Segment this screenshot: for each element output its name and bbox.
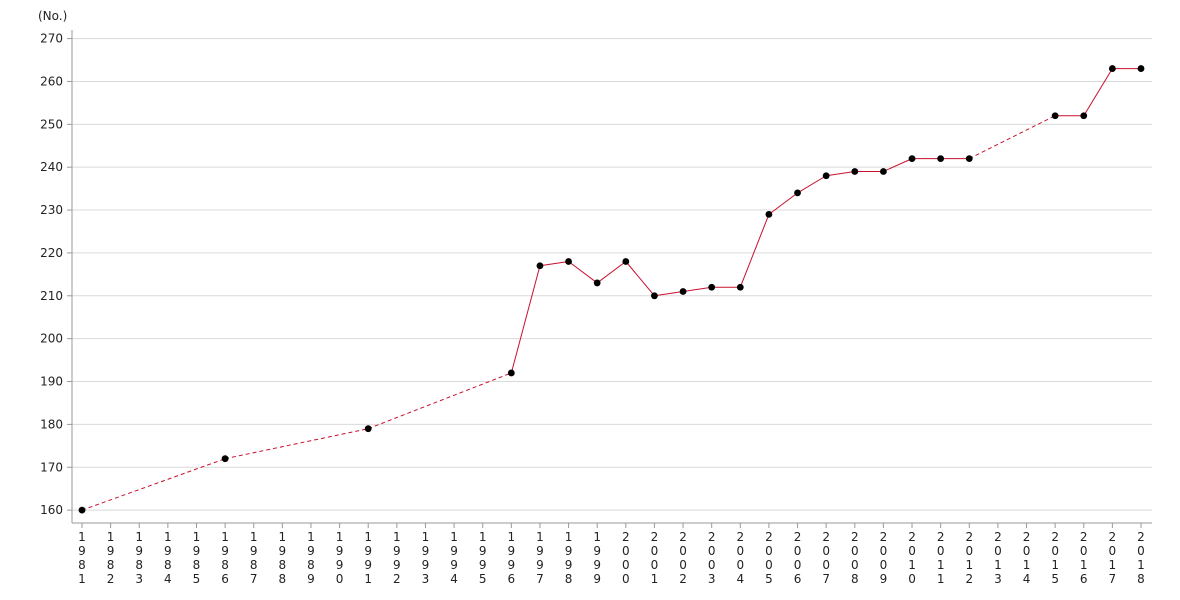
data-point-2004 [736, 283, 744, 291]
y-tick-label: 200 [40, 332, 63, 346]
line-segment [539, 261, 569, 267]
line-segment [625, 261, 655, 297]
data-point-1986 [221, 455, 229, 463]
data-point-1999 [593, 279, 601, 287]
line-segment [1083, 68, 1113, 116]
line-segment [510, 265, 541, 374]
data-point-2016 [1080, 112, 1088, 120]
y-tick-label: 260 [40, 74, 63, 88]
data-point-1998 [565, 258, 572, 265]
line-segment [368, 372, 512, 430]
line-segment [654, 291, 684, 297]
line-segment [883, 158, 913, 172]
data-point-1981 [78, 506, 86, 514]
line-segment [739, 214, 770, 288]
y-tick-label: 160 [40, 503, 63, 517]
line-segment [969, 115, 1056, 160]
y-tick-label: 170 [40, 460, 63, 474]
line-segment [81, 458, 226, 511]
data-point-2015 [1051, 112, 1059, 120]
line-segment [682, 286, 712, 292]
y-axis-unit-label: (No.) [38, 9, 67, 23]
y-tick-label: 210 [40, 289, 63, 303]
line-segment [826, 170, 855, 177]
x-axis-ticks: 1 9 8 1 1 9 8 2 1 9 8 3 1 9 8 4 1 9 8 5 1 9 8 6 1 9 8 7 1 9 8 8 1 9 8 9 1 9 9 0… [78, 523, 1145, 586]
y-tick-label: 190 [40, 375, 63, 389]
y-tick-label: 250 [40, 117, 63, 131]
data-point-2010 [908, 155, 916, 163]
data-point-2001 [651, 292, 658, 300]
data-point-2009 [880, 168, 887, 175]
data-point-2003 [708, 283, 716, 291]
data-point-2006 [794, 189, 801, 197]
data-point-2012 [965, 155, 973, 163]
line-segment [568, 261, 598, 284]
data-point-2018 [1137, 65, 1145, 72]
data-point-2002 [679, 288, 687, 295]
y-tick-label: 270 [40, 32, 63, 46]
series-line [81, 68, 1141, 511]
line-segment [797, 175, 827, 194]
data-point-2007 [822, 172, 830, 180]
data-point-2000 [622, 258, 630, 265]
line-segment [596, 261, 627, 284]
data-point-1991 [364, 425, 372, 433]
y-tick-label: 180 [40, 417, 63, 431]
data-point-2005 [765, 210, 773, 218]
data-point-2017 [1108, 65, 1116, 72]
data-point-2008 [851, 168, 859, 175]
gridlines [72, 38, 1152, 511]
line-segment [768, 192, 798, 215]
y-tick-label: 240 [40, 160, 63, 174]
y-tick-label: 230 [40, 203, 63, 217]
y-axis-ticks: 160 170 180 190 200 210 220 230 240 250 260 270 [40, 32, 72, 517]
line-segment [225, 428, 369, 460]
data-point-1996 [507, 369, 515, 377]
data-point-1997 [536, 262, 544, 270]
y-tick-label: 220 [40, 246, 63, 260]
data-point-2011 [937, 155, 945, 163]
series-points [78, 65, 1145, 514]
